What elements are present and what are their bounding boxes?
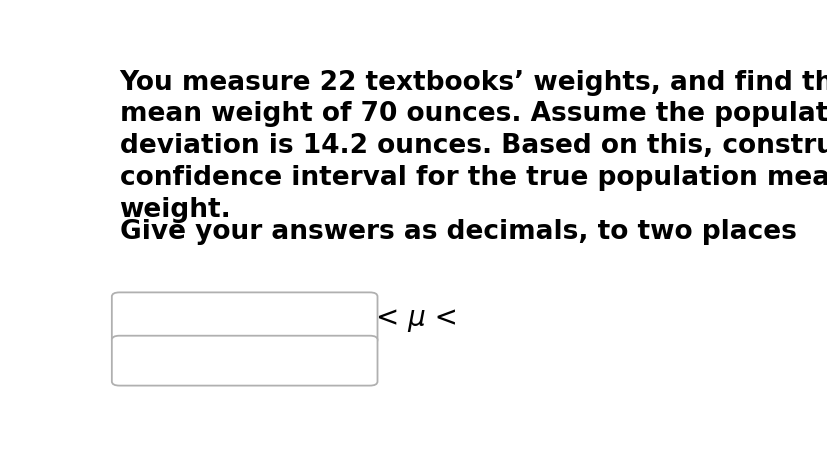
Text: < μ <: < μ < [375,304,457,332]
Text: Give your answers as decimals, to two places: Give your answers as decimals, to two pl… [119,219,796,245]
FancyBboxPatch shape [112,292,377,344]
FancyBboxPatch shape [112,336,377,386]
Text: mean weight of 70 ounces. Assume the population standard: mean weight of 70 ounces. Assume the pop… [119,101,827,127]
Text: weight.: weight. [119,197,231,223]
Text: You measure 22 textbooks’ weights, and find they have a: You measure 22 textbooks’ weights, and f… [119,70,827,95]
Text: confidence interval for the true population mean textbook: confidence interval for the true populat… [119,165,827,191]
Text: deviation is 14.2 ounces. Based on this, construct a 95%: deviation is 14.2 ounces. Based on this,… [119,133,827,159]
